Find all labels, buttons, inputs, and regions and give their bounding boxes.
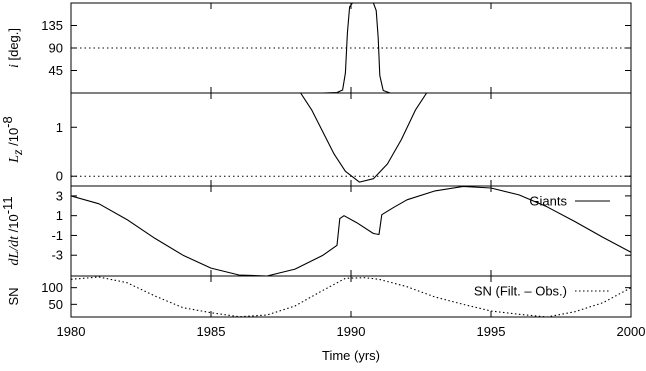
- y-axis-label-part: -8: [0, 116, 15, 128]
- y-axis-label-part: i: [7, 64, 22, 68]
- panel-frame: [70, 92, 632, 187]
- panel-4: 50 100 SN (Filt. – Obs.) SN: [6, 275, 632, 318]
- x-tick-label: 1985: [197, 324, 226, 339]
- y-tick-label: 100: [41, 280, 63, 295]
- y-axis-label-part: L: [7, 155, 22, 164]
- panel-2: 0 1 Lz /10-8: [0, 92, 632, 187]
- y-axis-label: Lz /10-8: [0, 116, 26, 164]
- panel-frame: [70, 275, 632, 318]
- legend-label: Giants: [529, 194, 567, 209]
- series-line: [71, 186, 631, 276]
- y-axis-label-part: /10: [6, 214, 21, 236]
- x-tick-label: 1990: [337, 324, 366, 339]
- y-axis-label-part: [deg.]: [6, 28, 21, 64]
- y-tick-label: -3: [51, 248, 63, 263]
- y-axis-label-part: dL/dt: [7, 235, 22, 266]
- y-axis-label: i [deg.]: [6, 28, 22, 68]
- y-axis-label-part: SN: [6, 287, 21, 305]
- series-line: [71, 3, 631, 93]
- x-tick-label: 2000: [617, 324, 646, 339]
- y-tick-label: 90: [49, 41, 63, 56]
- y-tick-label: -1: [51, 228, 63, 243]
- x-tick-label: 1980: [57, 324, 86, 339]
- y-axis-label-part: z: [11, 149, 26, 156]
- y-axis-label: dL/dt /10-11: [0, 196, 22, 265]
- y-tick-label: 45: [49, 63, 63, 78]
- series-line: [300, 93, 428, 183]
- y-tick-label: 1: [56, 120, 63, 135]
- y-axis-label-part: /10: [6, 128, 21, 150]
- x-axis-label: Time (yrs): [322, 348, 380, 363]
- y-tick-label: 3: [56, 188, 63, 203]
- y-tick-label: 0: [56, 169, 63, 184]
- y-axis-label: SN: [6, 287, 21, 305]
- panel-1: 45 90 135 i [deg.]: [6, 2, 632, 94]
- x-tick-label: 1995: [477, 324, 506, 339]
- y-tick-label: 50: [49, 297, 63, 312]
- legend-label: SN (Filt. – Obs.): [474, 284, 567, 299]
- y-tick-label: 1: [56, 208, 63, 223]
- y-tick-label: 135: [41, 18, 63, 33]
- y-axis-label-part: -11: [0, 196, 15, 214]
